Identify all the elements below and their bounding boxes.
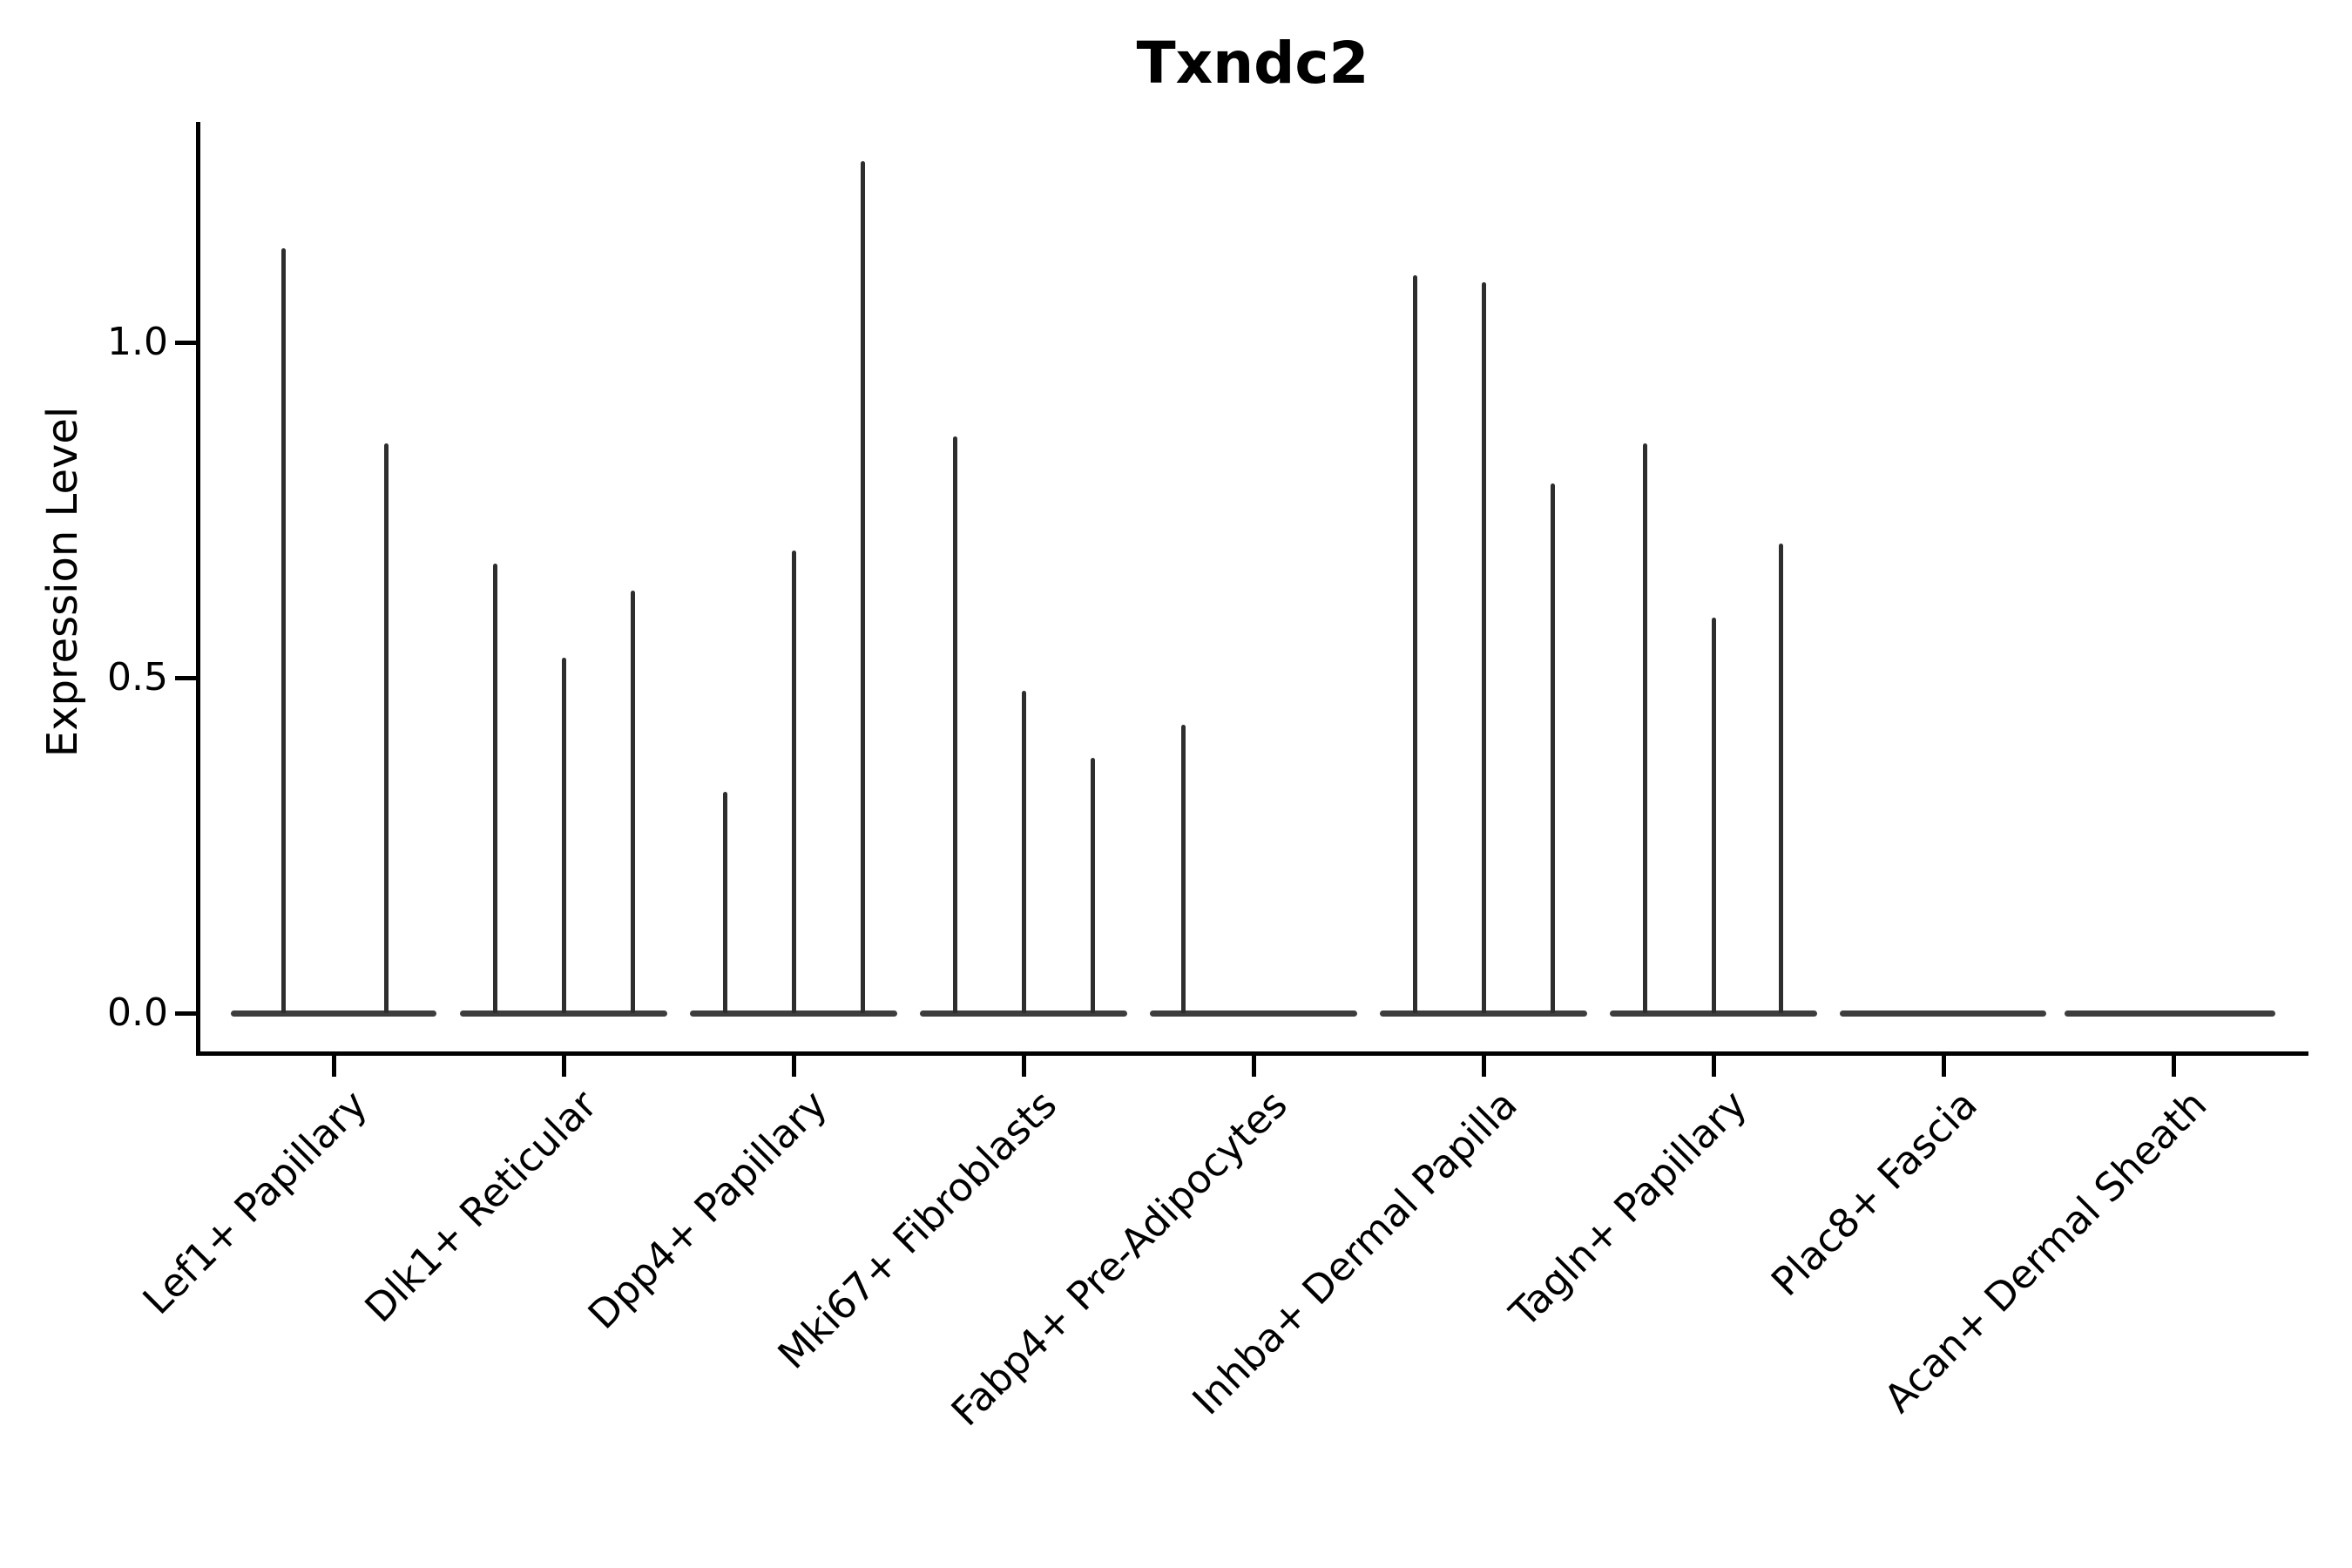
- violin-spike: [280, 248, 286, 1013]
- violin-spike: [1642, 443, 1647, 1013]
- x-tick: [1941, 1055, 1946, 1077]
- violin-baseline: [460, 1010, 667, 1017]
- y-tick: [174, 340, 196, 345]
- violin-baseline: [1150, 1010, 1357, 1017]
- x-tick: [1481, 1055, 1486, 1077]
- violin-spike: [791, 550, 796, 1013]
- violin-baseline: [1380, 1010, 1587, 1017]
- violin-spike: [1481, 281, 1486, 1013]
- y-tick-label: 1.0: [107, 320, 168, 364]
- violin-baseline: [2065, 1010, 2275, 1017]
- violin-spike: [383, 443, 389, 1013]
- x-tick-label: Dlk1+ Reticular: [355, 1081, 606, 1332]
- violin-spike: [1778, 544, 1783, 1013]
- x-tick: [1021, 1055, 1026, 1077]
- violin-baseline: [690, 1010, 897, 1017]
- x-tick-label: Dpp4+ Papillary: [578, 1081, 836, 1338]
- violin-spike: [1711, 617, 1716, 1013]
- y-tick-label: 0.5: [107, 655, 168, 700]
- violin-baseline: [1610, 1010, 1817, 1017]
- violin-spike: [492, 564, 497, 1013]
- y-axis-label: Expression Level: [38, 406, 87, 758]
- x-tick: [1251, 1055, 1256, 1077]
- violin-spike: [630, 590, 635, 1013]
- violin-spike: [1550, 483, 1555, 1013]
- violin-baseline: [231, 1010, 436, 1017]
- violin-baseline: [1840, 1010, 2046, 1017]
- x-tick: [2171, 1055, 2176, 1077]
- x-tick-label: Lef1+ Papillary: [133, 1081, 376, 1324]
- violin-spike: [1021, 691, 1026, 1013]
- violin-baseline: [920, 1010, 1127, 1017]
- violin-spike: [722, 791, 727, 1013]
- x-tick: [561, 1055, 566, 1077]
- violin-spike: [860, 161, 865, 1013]
- violin-spike: [1090, 758, 1095, 1013]
- x-tick: [331, 1055, 336, 1077]
- violin-spike: [1412, 275, 1417, 1013]
- x-axis-spine: [195, 1051, 2308, 1056]
- x-tick-label: Plac8+ Fascia: [1761, 1081, 1986, 1305]
- x-tick: [791, 1055, 796, 1077]
- plot-title: Txndc2: [1136, 30, 1369, 97]
- y-tick: [174, 675, 196, 680]
- y-axis-spine: [195, 122, 200, 1056]
- violin-spike: [561, 657, 566, 1013]
- x-tick-label: Tagln+ Papillary: [1501, 1081, 1756, 1336]
- violin-spike: [952, 436, 957, 1013]
- x-tick: [1711, 1055, 1716, 1077]
- y-tick-label: 0.0: [107, 990, 168, 1035]
- violin-spike: [1180, 724, 1186, 1013]
- y-tick: [174, 1010, 196, 1016]
